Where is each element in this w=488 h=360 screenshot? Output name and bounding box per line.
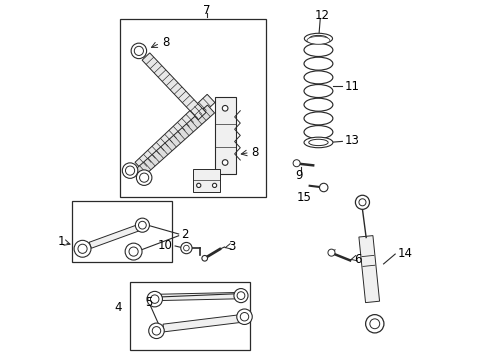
Ellipse shape (308, 139, 327, 145)
Circle shape (292, 160, 300, 167)
Circle shape (240, 312, 248, 321)
Circle shape (358, 199, 365, 206)
Circle shape (129, 247, 138, 256)
Text: 11: 11 (344, 80, 359, 93)
Polygon shape (135, 105, 214, 177)
Circle shape (125, 166, 134, 175)
Circle shape (150, 295, 159, 303)
Polygon shape (161, 292, 239, 301)
Text: 3: 3 (228, 240, 236, 253)
Text: 5: 5 (145, 296, 152, 309)
Polygon shape (358, 235, 379, 303)
Text: 13: 13 (344, 134, 359, 147)
Circle shape (148, 323, 164, 338)
Circle shape (369, 319, 379, 329)
Text: 10: 10 (157, 239, 172, 252)
Circle shape (233, 289, 247, 303)
Bar (119, 19, 265, 197)
Circle shape (78, 244, 87, 253)
Ellipse shape (308, 35, 327, 42)
Circle shape (319, 183, 327, 192)
Circle shape (181, 242, 192, 254)
Circle shape (134, 46, 143, 55)
Circle shape (139, 173, 148, 182)
Circle shape (183, 245, 189, 251)
Polygon shape (142, 53, 205, 120)
Circle shape (138, 221, 146, 229)
Text: 14: 14 (397, 247, 412, 260)
Circle shape (131, 43, 146, 59)
Circle shape (365, 315, 383, 333)
Circle shape (74, 240, 91, 257)
Text: 15: 15 (296, 191, 311, 204)
Text: 6: 6 (353, 253, 361, 266)
Circle shape (196, 183, 201, 188)
Bar (193, 169, 220, 192)
Bar (130, 282, 249, 350)
Text: 9: 9 (295, 169, 302, 182)
Text: 7: 7 (203, 4, 210, 17)
Text: 8: 8 (162, 36, 169, 49)
Circle shape (355, 195, 369, 209)
Circle shape (135, 218, 149, 232)
Text: 1: 1 (57, 235, 65, 248)
Polygon shape (89, 224, 142, 248)
Text: 12: 12 (314, 9, 329, 22)
Circle shape (136, 170, 152, 185)
Circle shape (236, 309, 252, 324)
Circle shape (222, 160, 227, 165)
Bar (214, 97, 235, 174)
Circle shape (237, 292, 244, 300)
Circle shape (327, 249, 334, 256)
Ellipse shape (304, 33, 332, 44)
Circle shape (212, 183, 216, 188)
Circle shape (147, 291, 162, 307)
Polygon shape (163, 315, 241, 332)
Circle shape (222, 105, 227, 111)
Ellipse shape (306, 36, 329, 44)
Text: 2: 2 (181, 228, 188, 241)
Circle shape (202, 256, 207, 261)
Bar (72, 201, 172, 262)
Ellipse shape (304, 137, 332, 148)
Polygon shape (135, 94, 214, 171)
Text: 4: 4 (115, 301, 122, 314)
Circle shape (152, 327, 161, 335)
Circle shape (125, 243, 142, 260)
Circle shape (122, 163, 138, 178)
Text: 8: 8 (251, 146, 258, 159)
